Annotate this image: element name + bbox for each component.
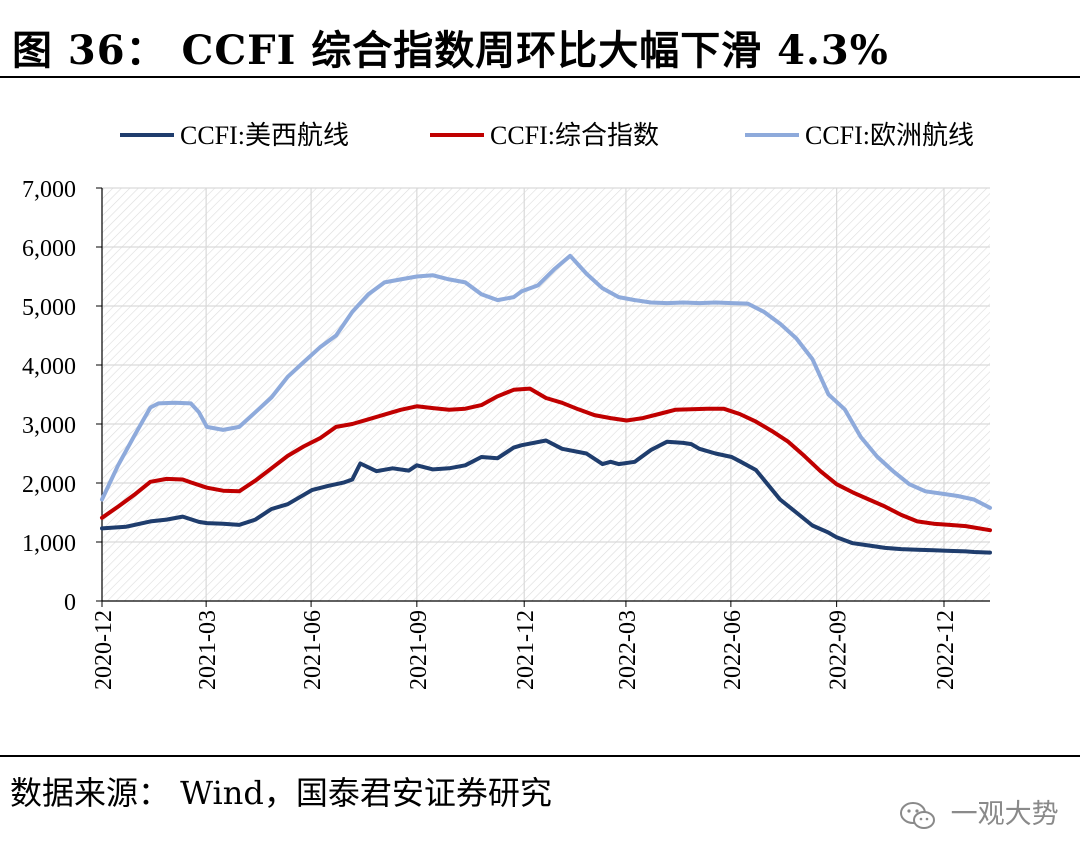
x-tick-label: 2020-12 (91, 610, 117, 690)
series-line-us_west (100, 438, 992, 555)
y-tick-label: 2,000 (22, 472, 76, 498)
data-source: 数据来源： Wind，国泰君安证券研究 (10, 774, 552, 812)
axes: 0 1,000 2,000 3,000 4,000 5,000 6,000 7,000 2020… (22, 177, 990, 690)
x-tick-label: 2022-06 (720, 610, 746, 690)
legend-label-composite: CCFI:综合指数 (490, 121, 659, 150)
y-tick-label: 5,000 (22, 295, 76, 321)
series (100, 253, 992, 555)
title-divider (0, 76, 1080, 78)
plot-area (102, 188, 990, 601)
footer-divider (0, 755, 1080, 757)
y-tick-label: 3,000 (22, 413, 76, 439)
legend-label-us_west: CCFI:美西航线 (180, 121, 349, 150)
wechat-icon (900, 801, 935, 829)
watermark: 一观大势 (898, 792, 1059, 832)
x-tick-label: 2021-09 (406, 610, 432, 690)
y-tick-label: 6,000 (22, 236, 76, 262)
x-tick-label: 2021-06 (300, 610, 326, 690)
legend-label-europe: CCFI:欧洲航线 (805, 121, 974, 150)
x-tick-label: 2022-12 (933, 610, 959, 690)
grid (102, 187, 990, 601)
y-tick-label: 0 (64, 590, 76, 616)
watermark-text: 一观大势 (950, 799, 1059, 830)
y-tick-label: 4,000 (22, 354, 76, 380)
legend: CCFI:美西航线 CCFI:综合指数 CCFI:欧洲航线 (120, 121, 974, 150)
x-tick-label: 2021-12 (513, 610, 539, 690)
chart: CCFI:美西航线 CCFI:综合指数 CCFI:欧洲航线 0 1,000 2,000 3… (22, 121, 992, 690)
x-tick-label: 2021-03 (195, 610, 221, 690)
y-tick-label: 7,000 (22, 177, 76, 203)
x-tick-label: 2022-03 (615, 610, 641, 690)
series-line-composite (100, 386, 992, 533)
x-tick-label: 2022-09 (826, 610, 852, 690)
series-line-europe (100, 253, 992, 510)
page-title: 图 36： CCFI 综合指数周环比大幅下滑 4.3% (12, 27, 889, 74)
y-tick-label: 1,000 (22, 531, 76, 557)
